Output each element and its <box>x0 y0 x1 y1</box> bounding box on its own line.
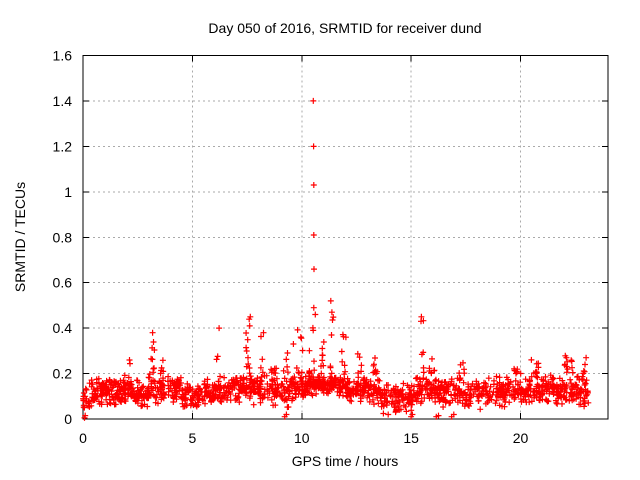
x-tick-labels: 0 5 10 15 20 <box>79 430 528 446</box>
y-tick-label: 1.6 <box>53 48 73 64</box>
gridlines <box>83 55 608 419</box>
y-tick-label: 0.4 <box>53 320 73 336</box>
axis-tick-marks <box>82 55 608 420</box>
x-tick-label: 10 <box>294 430 310 446</box>
x-axis-label: GPS time / hours <box>292 453 399 469</box>
y-tick-labels: 0 0.2 0.4 0.6 0.8 1 1.2 1.4 1.6 <box>53 48 73 428</box>
scatter-series-srmtid <box>80 97 592 421</box>
y-tick-label: 0.8 <box>53 229 73 245</box>
scatter-points <box>80 97 592 421</box>
x-tick-label: 20 <box>513 430 529 446</box>
y-tick-label: 1.4 <box>53 93 73 109</box>
plot-title: Day 050 of 2016, SRMTID for receiver dun… <box>208 20 481 36</box>
y-tick-label: 1 <box>64 184 72 200</box>
y-tick-label: 0.2 <box>53 366 73 382</box>
y-tick-label: 0.6 <box>53 275 73 291</box>
y-tick-label: 1.2 <box>53 138 73 154</box>
y-axis-label: SRMTID / TECUs <box>12 182 28 292</box>
x-tick-label: 0 <box>79 430 87 446</box>
x-tick-label: 5 <box>188 430 196 446</box>
y-tick-label: 0 <box>64 411 72 427</box>
x-tick-label: 15 <box>403 430 419 446</box>
